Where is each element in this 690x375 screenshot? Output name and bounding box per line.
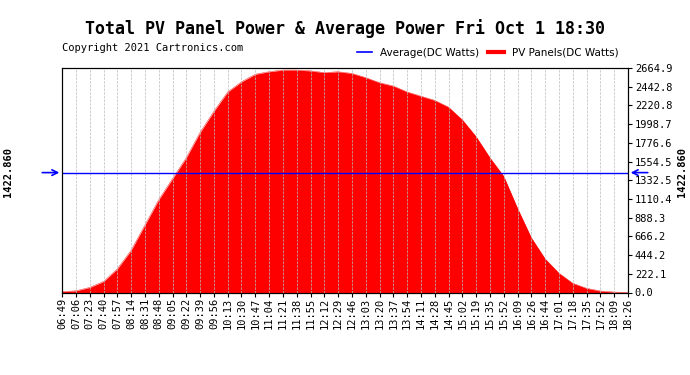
Legend: Average(DC Watts), PV Panels(DC Watts): Average(DC Watts), PV Panels(DC Watts)	[353, 44, 622, 62]
Text: 1422.860: 1422.860	[3, 147, 13, 197]
Text: Total PV Panel Power & Average Power Fri Oct 1 18:30: Total PV Panel Power & Average Power Fri…	[85, 19, 605, 38]
Text: 1422.860: 1422.860	[677, 147, 687, 197]
Text: Copyright 2021 Cartronics.com: Copyright 2021 Cartronics.com	[62, 43, 244, 53]
